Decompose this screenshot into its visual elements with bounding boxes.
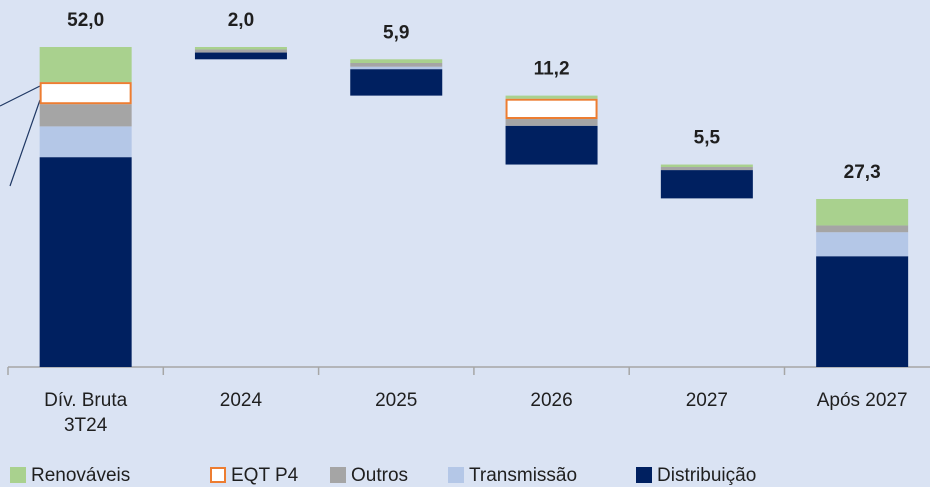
bar-segment xyxy=(505,98,598,119)
legend-label: Transmissão xyxy=(469,465,577,486)
callout-line xyxy=(9,99,41,187)
bar-segment xyxy=(39,47,132,83)
bar-segment xyxy=(505,125,598,165)
callout-line xyxy=(0,85,41,107)
bar-segment xyxy=(660,167,753,171)
total-label: 5,5 xyxy=(694,128,721,149)
legend-swatch xyxy=(330,467,346,483)
bar-segment xyxy=(350,69,443,96)
x-tick-label: 2024 xyxy=(219,390,263,411)
total-label: 27,3 xyxy=(844,162,881,183)
bar-segment xyxy=(660,164,753,167)
bar-segment xyxy=(816,232,909,257)
legend-label: Outros xyxy=(351,465,408,486)
x-tick-label: 2027 xyxy=(685,390,728,411)
bar-segment xyxy=(505,119,598,126)
bar-segment xyxy=(350,63,443,67)
x-tick-label: Após 2027 xyxy=(816,390,908,411)
bar-segment xyxy=(39,82,132,105)
total-label: 2,0 xyxy=(228,10,254,31)
total-label: 52,0 xyxy=(67,10,104,31)
x-tick-label: 2026 xyxy=(530,390,573,411)
x-tick-label: Dív. Bruta 3T24 xyxy=(44,390,128,436)
bar-segment xyxy=(660,170,753,199)
bar-segment xyxy=(505,95,598,99)
legend-swatch xyxy=(210,467,226,483)
legend-swatch xyxy=(636,467,652,483)
bar-segment xyxy=(39,126,132,158)
bar-segment xyxy=(350,66,443,70)
total-label: 5,9 xyxy=(383,22,409,43)
legend-label: Distribuição xyxy=(657,465,756,486)
legend-label: EQT P4 xyxy=(231,465,299,486)
bar-segment xyxy=(39,104,132,127)
legend-label: Renováveis xyxy=(31,465,130,486)
bar-segment xyxy=(194,52,287,60)
x-tick-label: 2025 xyxy=(375,390,418,411)
bar-segment xyxy=(350,59,443,63)
bar-segment xyxy=(194,47,287,50)
bar-segment xyxy=(816,225,909,233)
legend-swatch xyxy=(448,467,464,483)
bar-segment xyxy=(816,199,909,226)
bar-segment xyxy=(39,157,132,367)
legend-swatch xyxy=(10,467,26,483)
bar-segment xyxy=(816,256,909,367)
bar-segment xyxy=(194,49,287,53)
total-label: 11,2 xyxy=(534,59,570,80)
